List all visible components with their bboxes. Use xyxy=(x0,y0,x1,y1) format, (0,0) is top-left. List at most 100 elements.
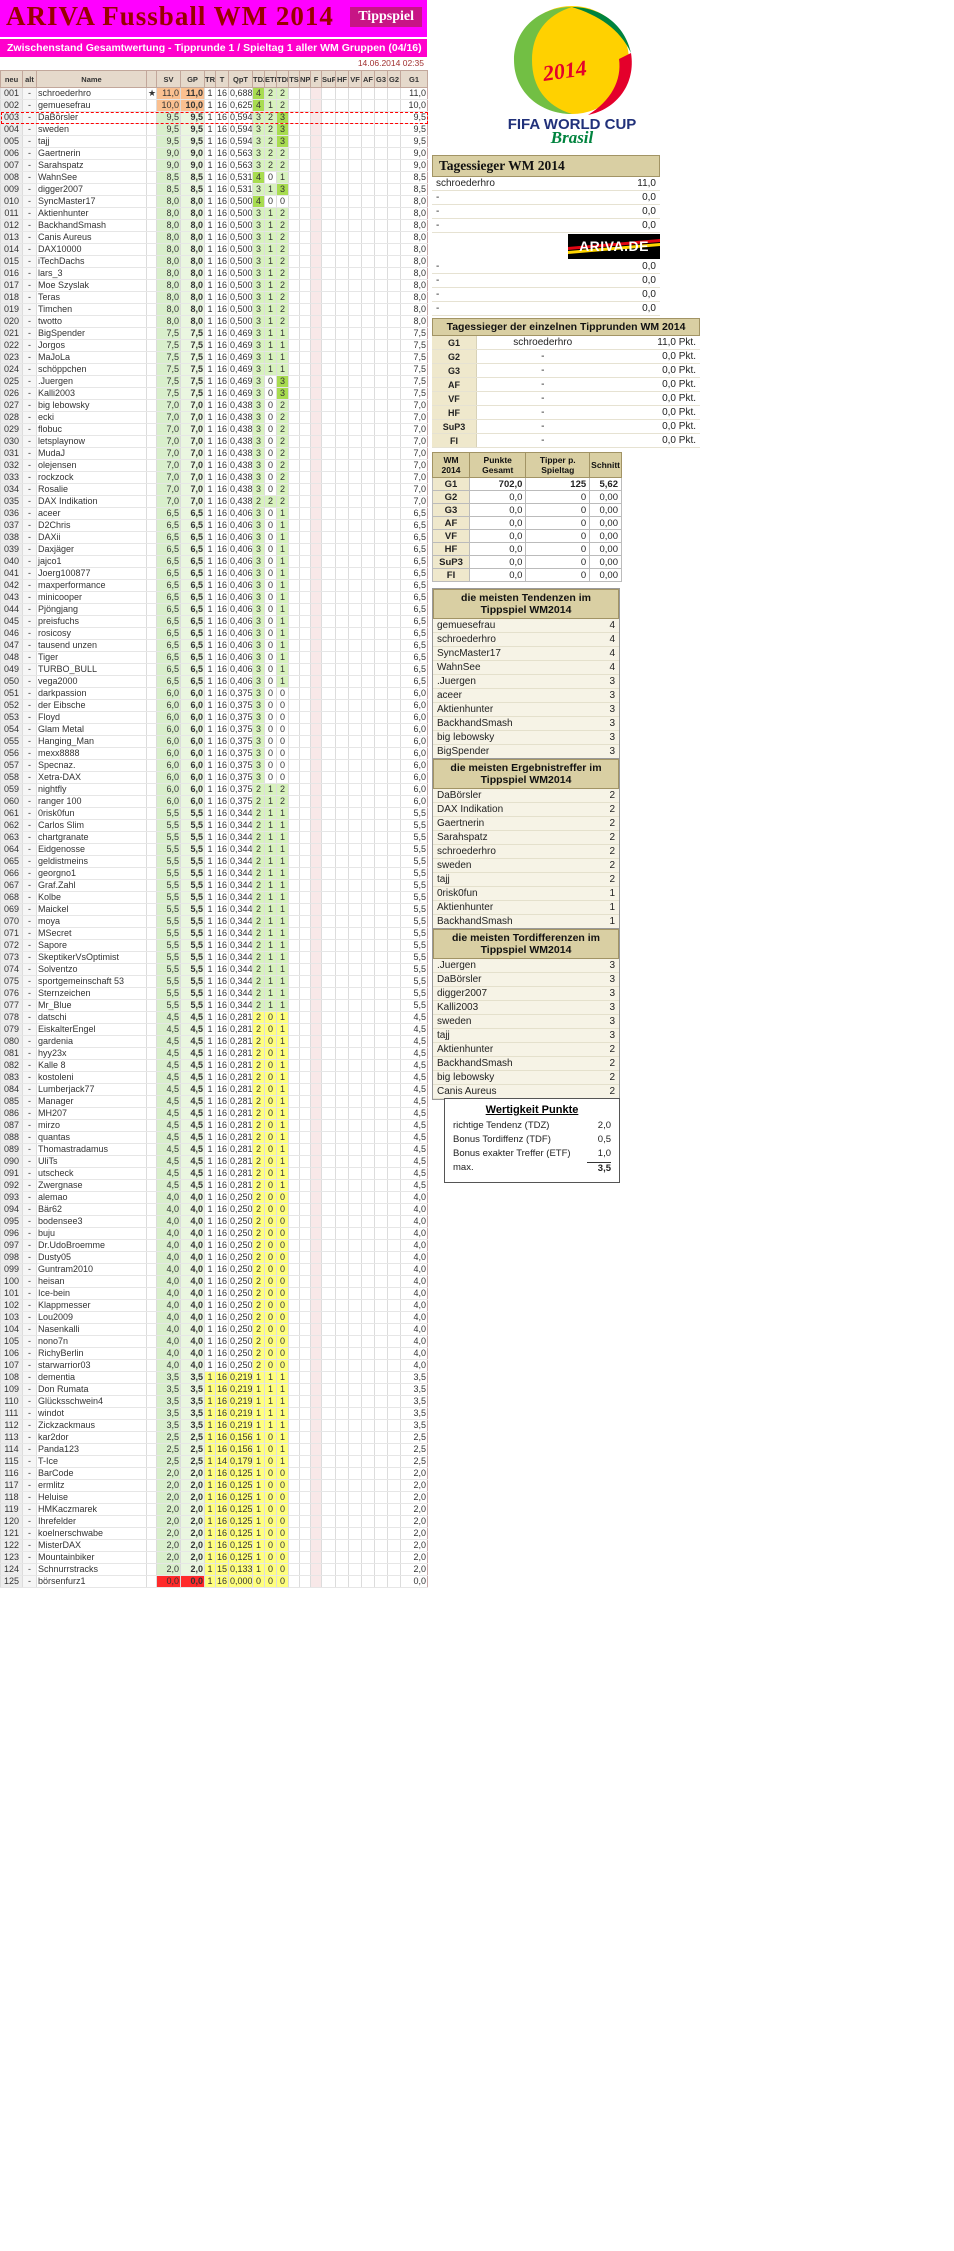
cell-player-name[interactable]: aceer xyxy=(36,507,147,520)
cell-player-name[interactable]: Hanging_Man xyxy=(36,735,147,748)
cell-player-name[interactable]: DAX10000 xyxy=(36,243,147,256)
cell-player-name[interactable]: jajco1 xyxy=(36,555,147,568)
cell-player-name[interactable]: Teras xyxy=(36,291,147,304)
cell-player-name[interactable]: Dr.UdoBroemme xyxy=(36,1239,147,1252)
cell-player-name[interactable]: MisterDAX xyxy=(36,1539,147,1552)
cell-player-name[interactable]: MH207 xyxy=(36,1107,147,1120)
cell-player-name[interactable]: kostoleni xyxy=(36,1071,147,1084)
cell-player-name[interactable]: Floyd xyxy=(36,711,147,724)
cell-player-name[interactable]: DAX Indikation xyxy=(36,495,147,508)
cell-player-name[interactable]: digger2007 xyxy=(36,183,147,196)
cell-player-name[interactable]: iTechDachs xyxy=(36,255,147,268)
cell-player-name[interactable]: Eidgenosse xyxy=(36,843,147,856)
cell-player-name[interactable]: rosicosy xyxy=(36,627,147,640)
cell-player-name[interactable]: Zwergnase xyxy=(36,1179,147,1192)
cell-player-name[interactable]: Panda123 xyxy=(36,1443,147,1456)
cell-player-name[interactable]: utscheck xyxy=(36,1167,147,1180)
cell-player-name[interactable]: Rosalie xyxy=(36,483,147,496)
cell-player-name[interactable]: alemao xyxy=(36,1191,147,1204)
cell-player-name[interactable]: Carlos Slim xyxy=(36,819,147,832)
cell-player-name[interactable]: Schnurrstracks xyxy=(36,1563,147,1576)
cell-player-name[interactable]: starwarrior03 xyxy=(36,1359,147,1372)
cell-player-name[interactable]: SyncMaster17 xyxy=(36,195,147,208)
cell-player-name[interactable]: TURBO_BULL xyxy=(36,663,147,676)
cell-player-name[interactable]: Guntram2010 xyxy=(36,1263,147,1276)
cell-player-name[interactable]: Zickzackmaus xyxy=(36,1419,147,1432)
cell-player-name[interactable]: Graf.Zahl xyxy=(36,879,147,892)
cell-player-name[interactable]: tajj xyxy=(36,135,147,148)
cell-player-name[interactable]: DaBörsler xyxy=(36,111,147,124)
cell-player-name[interactable]: Glücksschwein4 xyxy=(36,1395,147,1408)
cell-player-name[interactable]: hyy23x xyxy=(36,1047,147,1060)
cell-player-name[interactable]: Lou2009 xyxy=(36,1311,147,1324)
cell-player-name[interactable]: datschi xyxy=(36,1011,147,1024)
cell-player-name[interactable]: BigSpender xyxy=(36,327,147,340)
cell-player-name[interactable]: .Juergen xyxy=(36,375,147,388)
cell-player-name[interactable]: MudaJ xyxy=(36,447,147,460)
cell-player-name[interactable]: D2Chris xyxy=(36,519,147,532)
cell-player-name[interactable]: gardenia xyxy=(36,1035,147,1048)
cell-player-name[interactable]: börsenfurz1 xyxy=(36,1575,147,1588)
cell-player-name[interactable]: DAXii xyxy=(36,531,147,544)
cell-player-name[interactable]: BarCode xyxy=(36,1467,147,1480)
cell-player-name[interactable]: Sarahspatz xyxy=(36,159,147,172)
cell-player-name[interactable]: Specnaz. xyxy=(36,759,147,772)
cell-player-name[interactable]: twotto xyxy=(36,315,147,328)
cell-player-name[interactable]: chartgranate xyxy=(36,831,147,844)
cell-player-name[interactable]: minicooper xyxy=(36,591,147,604)
cell-player-name[interactable]: Nasenkalli xyxy=(36,1323,147,1336)
cell-player-name[interactable]: Mountainbiker xyxy=(36,1551,147,1564)
cell-player-name[interactable]: moya xyxy=(36,915,147,928)
cell-player-name[interactable]: Manager xyxy=(36,1095,147,1108)
cell-player-name[interactable]: Pjöngjang xyxy=(36,603,147,616)
cell-player-name[interactable]: Moe Szyslak xyxy=(36,279,147,292)
cell-player-name[interactable]: preisfuchs xyxy=(36,615,147,628)
cell-player-name[interactable]: mexx8888 xyxy=(36,747,147,760)
cell-player-name[interactable]: Lumberjack77 xyxy=(36,1083,147,1096)
cell-player-name[interactable]: ermlitz xyxy=(36,1479,147,1492)
cell-player-name[interactable]: buju xyxy=(36,1227,147,1240)
cell-player-name[interactable]: Klappmesser xyxy=(36,1299,147,1312)
cell-player-name[interactable]: letsplaynow xyxy=(36,435,147,448)
cell-player-name[interactable]: SkeptikerVsOptimist xyxy=(36,951,147,964)
cell-player-name[interactable]: Xetra-DAX xyxy=(36,771,147,784)
cell-player-name[interactable]: Gaertnerin xyxy=(36,147,147,160)
cell-player-name[interactable]: Sapore xyxy=(36,939,147,952)
cell-player-name[interactable]: darkpassion xyxy=(36,687,147,700)
cell-player-name[interactable]: Jorgos xyxy=(36,339,147,352)
cell-player-name[interactable]: Heluise xyxy=(36,1491,147,1504)
cell-player-name[interactable]: UliTs xyxy=(36,1155,147,1168)
cell-player-name[interactable]: vega2000 xyxy=(36,675,147,688)
cell-player-name[interactable]: der Eibsche xyxy=(36,699,147,712)
cell-player-name[interactable]: lars_3 xyxy=(36,267,147,280)
tagessieger-name[interactable]: schroederhro xyxy=(432,177,595,191)
cell-player-name[interactable]: BackhandSmash xyxy=(36,219,147,232)
cell-player-name[interactable]: MSecret xyxy=(36,927,147,940)
cell-player-name[interactable]: georgno1 xyxy=(36,867,147,880)
cell-player-name[interactable]: big lebowsky xyxy=(36,399,147,412)
cell-player-name[interactable]: sweden xyxy=(36,123,147,136)
cell-player-name[interactable]: maxperformance xyxy=(36,579,147,592)
cell-player-name[interactable]: rockzock xyxy=(36,471,147,484)
cell-player-name[interactable]: mirzo xyxy=(36,1119,147,1132)
cell-player-name[interactable]: Solventzo xyxy=(36,963,147,976)
cell-player-name[interactable]: Dusty05 xyxy=(36,1251,147,1264)
cell-player-name[interactable]: koelnerschwabe xyxy=(36,1527,147,1540)
cell-player-name[interactable]: EiskalterEngel xyxy=(36,1023,147,1036)
cell-player-name[interactable]: heisan xyxy=(36,1275,147,1288)
cell-player-name[interactable]: Mr_Blue xyxy=(36,999,147,1012)
cell-player-name[interactable]: ecki xyxy=(36,411,147,424)
cell-player-name[interactable]: nightfly xyxy=(36,783,147,796)
cell-player-name[interactable]: geldistmeins xyxy=(36,855,147,868)
cell-player-name[interactable]: olejensen xyxy=(36,459,147,472)
cell-player-name[interactable]: WahnSee xyxy=(36,171,147,184)
cell-player-name[interactable]: schöppchen xyxy=(36,363,147,376)
cell-player-name[interactable]: nono7n xyxy=(36,1335,147,1348)
cell-player-name[interactable]: Bär62 xyxy=(36,1203,147,1216)
cell-player-name[interactable]: sportgemeinschaft 53 xyxy=(36,975,147,988)
cell-player-name[interactable]: Kolbe xyxy=(36,891,147,904)
cell-player-name[interactable]: flobuc xyxy=(36,423,147,436)
cell-player-name[interactable]: Sternzeichen xyxy=(36,987,147,1000)
cell-player-name[interactable]: dementia xyxy=(36,1371,147,1384)
cell-player-name[interactable]: Ihrefelder xyxy=(36,1515,147,1528)
